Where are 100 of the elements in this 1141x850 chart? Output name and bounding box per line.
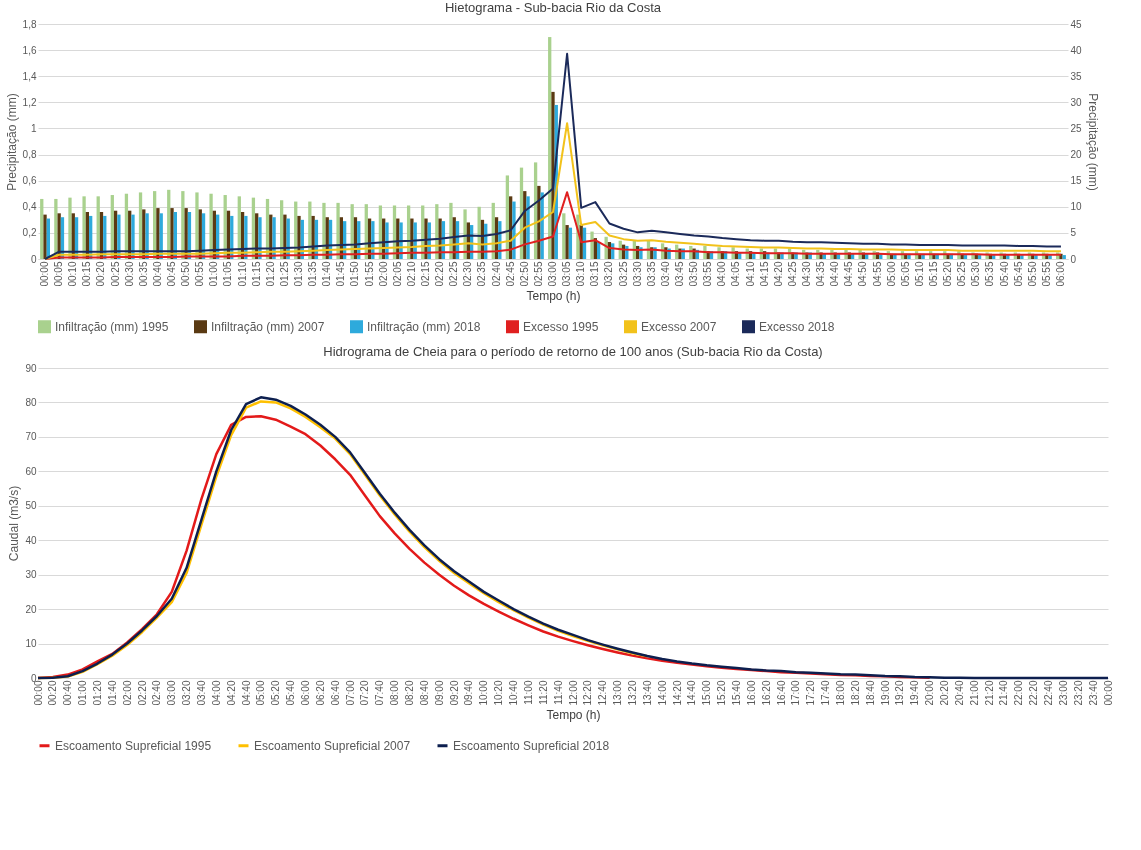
y2-axis-title: Precipitação (mm): [1085, 93, 1100, 191]
x-tick-label: 03:20: [603, 261, 615, 287]
x-tick-label: 04:00: [210, 680, 222, 706]
x-tick-label: 18:20: [849, 680, 861, 706]
x-tick-label: 05:50: [1026, 261, 1038, 287]
x-tick-label: 00:00: [39, 261, 51, 287]
legend-label: Infiltração (mm) 1995: [55, 319, 169, 334]
x-tick-label: 17:40: [820, 680, 832, 706]
x-tick-label: 01:55: [363, 261, 375, 287]
x-tick-label: 12:00: [567, 680, 579, 706]
x-tick-label: 01:30: [293, 261, 305, 287]
y-tick-label: 0,6: [22, 175, 37, 187]
x-tick-label: 02:20: [434, 261, 446, 287]
x-tick-label: 20:20: [939, 680, 951, 706]
x-tick-label: 12:20: [582, 680, 594, 706]
x-tick-label: 05:20: [270, 680, 282, 706]
legend-label: Excesso 2007: [641, 319, 717, 334]
x-tick-label: 06:00: [1054, 261, 1066, 287]
x-tick-label: 06:20: [314, 680, 326, 706]
y-axis-title: Caudal (m3/s): [7, 485, 22, 562]
legend-label: Excesso 1995: [523, 319, 599, 334]
x-tick-label: 09:20: [448, 680, 460, 706]
x-tick-label: 03:35: [645, 261, 657, 287]
x-tick-label: 04:00: [716, 261, 728, 287]
x-tick-label: 00:35: [137, 261, 149, 287]
x-tick-label: 05:00: [885, 261, 897, 287]
x-tick-label: 01:35: [307, 261, 319, 287]
x-tick-label: 04:25: [786, 261, 798, 287]
x-tick-label: 13:40: [641, 680, 653, 706]
x-tick-label: 11:40: [552, 680, 564, 705]
x-tick-label: 05:20: [942, 261, 954, 287]
x-tick-label: 04:50: [857, 261, 869, 287]
x-tick-label: 13:20: [626, 680, 638, 706]
x-tick-label: 00:20: [47, 680, 59, 706]
x-tick-label: 05:40: [998, 261, 1010, 287]
legend-label: Escoamento Supreficial 2007: [254, 738, 411, 753]
x-tick-label: 22:20: [1028, 680, 1040, 706]
legend-label: Excesso 2018: [759, 319, 835, 334]
x-tick-label: 01:20: [264, 261, 276, 287]
y2-tick-label: 25: [1070, 122, 1083, 134]
legend-label: Escoamento Supreficial 2018: [453, 738, 610, 753]
x-tick-label: 04:40: [829, 261, 841, 287]
y-tick-label: 1,4: [22, 70, 37, 82]
x-tick-label: 00:00: [1102, 680, 1114, 706]
legend-label: Escoamento Supreficial 1995: [55, 738, 212, 753]
x-tick-label: 19:40: [909, 680, 921, 706]
x-tick-label: 04:35: [815, 261, 827, 287]
x-tick-label: 21:40: [998, 680, 1010, 706]
x-tick-label: 04:05: [730, 261, 742, 287]
chart-title: Hietograma - Sub-bacia Rio da Costa: [444, 0, 662, 15]
x-tick-label: 04:15: [758, 261, 770, 287]
x-tick-label: 05:05: [899, 261, 911, 287]
x-tick-label: 14:40: [686, 680, 698, 706]
x-tick-label: 17:00: [790, 680, 802, 706]
x-tick-label: 01:25: [278, 261, 290, 287]
x-tick-label: 15:00: [701, 680, 713, 706]
x-tick-label: 00:45: [166, 261, 178, 287]
x-tick-label: 04:40: [240, 680, 252, 706]
x-tick-label: 07:00: [344, 680, 356, 706]
x-tick-label: 03:40: [659, 261, 671, 287]
x-tick-label: 01:40: [321, 261, 333, 287]
x-tick-label: 05:30: [970, 261, 982, 287]
x-tick-label: 02:20: [136, 680, 148, 706]
x-tick-label: 17:20: [805, 680, 817, 706]
x-tick-label: 23:20: [1072, 680, 1084, 706]
x-tick-label: 04:30: [800, 261, 812, 287]
x-tick-label: 02:45: [504, 261, 516, 287]
x-tick-label: 02:00: [121, 680, 133, 706]
y2-tick-label: 45: [1070, 18, 1083, 30]
x-tick-label: 03:00: [547, 261, 558, 287]
x-tick-label: 00:50: [180, 261, 192, 287]
y-tick-label: 1,8: [22, 18, 37, 30]
x-axis-title: Tempo (h): [546, 707, 601, 722]
x-tick-label: 03:10: [575, 261, 587, 287]
x-tick-label: 04:55: [871, 261, 883, 287]
x-tick-label: 05:55: [1040, 261, 1052, 287]
y2-tick-label: 10: [1070, 201, 1083, 213]
x-tick-label: 15:20: [716, 680, 728, 706]
x-tick-label: 00:30: [123, 261, 135, 287]
x-tick-label: 00:15: [81, 261, 93, 287]
y-tick-label: 1: [30, 122, 37, 134]
x-tick-label: 03:45: [673, 261, 685, 287]
x-tick-label: 00:20: [95, 261, 107, 287]
x-tick-label: 07:20: [359, 680, 371, 706]
x-tick-label: 06:40: [329, 680, 341, 706]
x-tick-label: 07:40: [374, 680, 386, 706]
x-tick-label: 03:50: [688, 261, 700, 287]
x-tick-label: 02:05: [391, 261, 403, 287]
x-tick-label: 16:20: [760, 680, 772, 706]
x-tick-label: 23:40: [1087, 680, 1099, 706]
y2-tick-label: 0: [1070, 253, 1077, 265]
y-tick-label: 90: [25, 362, 37, 374]
x-tick-label: 18:00: [835, 680, 846, 706]
x-tick-label: 01:45: [335, 261, 347, 287]
y-tick-label: 20: [25, 603, 37, 615]
y-tick-label: 0,8: [22, 149, 37, 161]
x-tick-label: 02:10: [405, 261, 417, 287]
x-tick-label: 04:10: [744, 261, 756, 287]
x-tick-label: 01:10: [236, 261, 248, 287]
x-axis-title: Tempo (h): [526, 288, 581, 303]
